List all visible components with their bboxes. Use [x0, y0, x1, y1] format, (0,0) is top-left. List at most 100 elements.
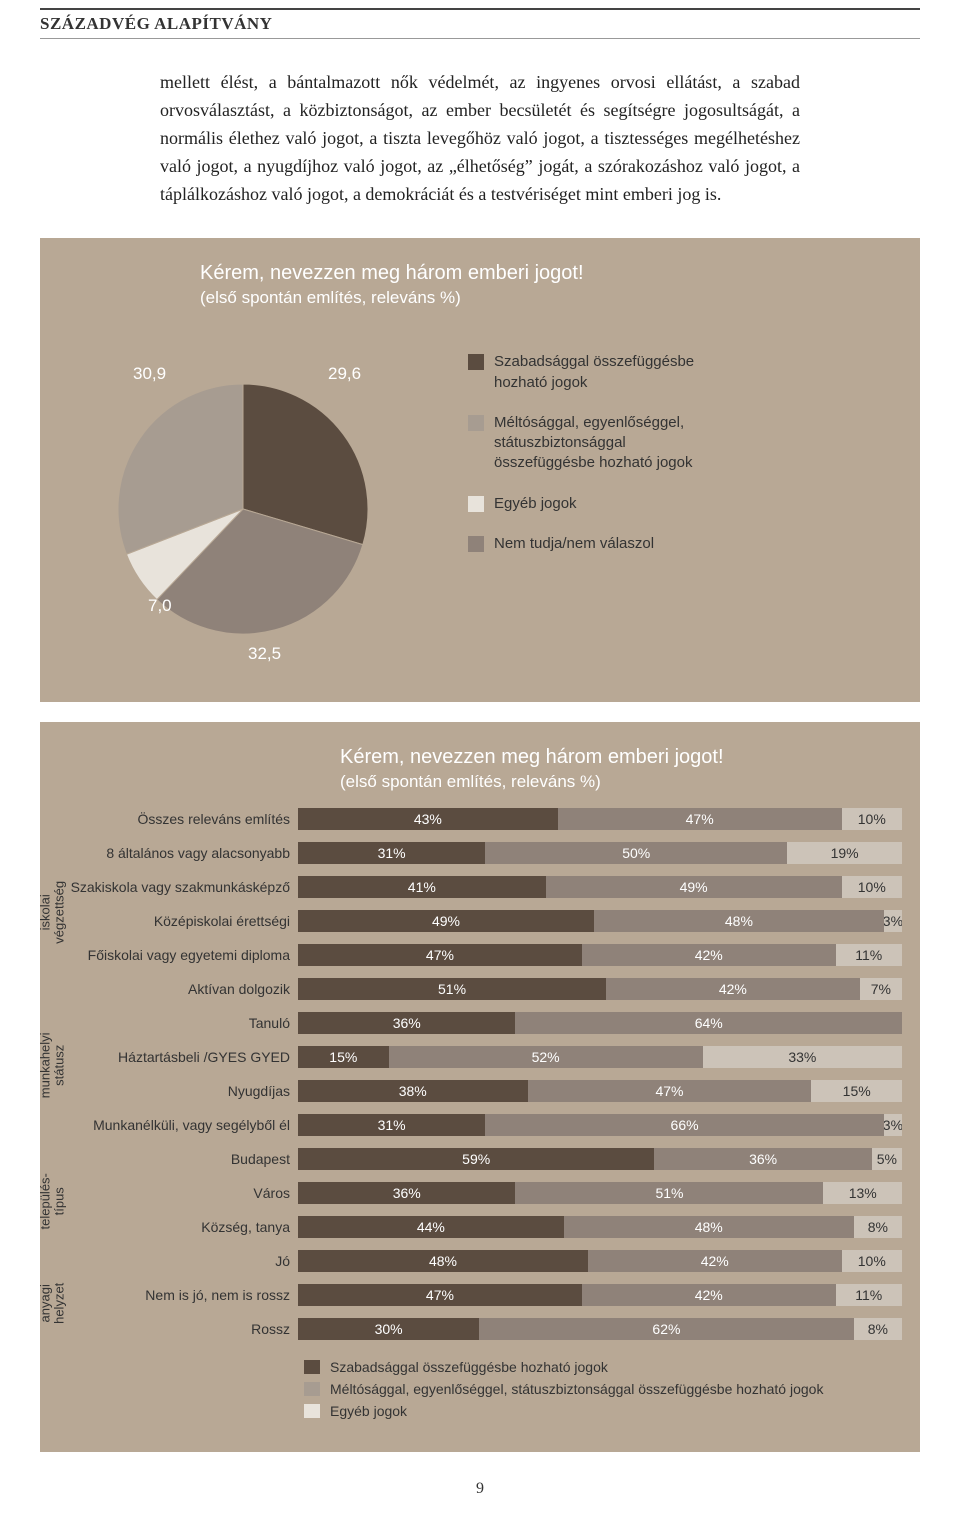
bar-segment: 3%	[884, 1114, 902, 1136]
bar-segment: 51%	[298, 978, 606, 1000]
pie-panel-title: Kérem, nevezzen meg három emberi jogot!	[200, 260, 882, 286]
pie-panel: Kérem, nevezzen meg három emberi jogot! …	[40, 238, 920, 702]
bar-category-label: Nyugdíjas	[66, 1083, 298, 1099]
legend-swatch	[468, 496, 484, 512]
legend-label: Méltósággal, egyenlőséggel, státuszbizto…	[330, 1380, 823, 1399]
bar-segment: 3%	[884, 910, 902, 932]
bar-category-label: Középiskolai érettségi	[66, 913, 298, 929]
legend-item: Nem tudja/nem válaszol	[468, 534, 728, 554]
bar-segment: 42%	[606, 978, 860, 1000]
bar-row: Aktívan dolgozik51%42%7%	[66, 974, 902, 1004]
bars-group-label: anyagihelyzet	[39, 1269, 68, 1339]
bar-segment: 64%	[515, 1012, 902, 1034]
bar-segment: 10%	[842, 1250, 902, 1272]
pie-slice-label: 30,9	[133, 364, 166, 384]
bar-segment: 5%	[872, 1148, 902, 1170]
pie-slice-label: 29,6	[328, 364, 361, 384]
pie-chart: 29,632,57,030,9	[78, 344, 408, 674]
bar-segment: 38%	[298, 1080, 528, 1102]
bar-category-label: Munkanélküli, vagy segélyből él	[66, 1117, 298, 1133]
bar-segment: 62%	[479, 1318, 853, 1340]
bar-row: Község, tanya44%48%8%	[66, 1212, 902, 1242]
bar-segment: 43%	[298, 808, 558, 830]
bars-panel: Kérem, nevezzen meg három emberi jogot! …	[40, 722, 920, 1452]
bars-legend: Szabadsággal összefüggésbe hozható jogok…	[304, 1358, 920, 1421]
bar-category-label: Rossz	[66, 1321, 298, 1337]
bar-category-label: Aktívan dolgozik	[66, 981, 298, 997]
bar-segment: 11%	[836, 1284, 902, 1306]
bar-segment: 8%	[854, 1216, 902, 1238]
bar-category-label: Község, tanya	[66, 1219, 298, 1235]
bar-segment: 36%	[654, 1148, 871, 1170]
bar-track: 36%51%13%	[298, 1182, 902, 1204]
legend-item: Szabadsággal összefüggésbe hozható jogok	[468, 352, 728, 393]
bar-segment: 42%	[582, 1284, 836, 1306]
bar-row: Budapest59%36%5%	[66, 1144, 902, 1174]
bar-segment: 33%	[703, 1046, 902, 1068]
legend-label: Szabadsággal összefüggésbe hozható jogok	[330, 1358, 608, 1377]
bar-segment: 30%	[298, 1318, 479, 1340]
bar-row: Nem is jó, nem is rossz47%42%11%	[66, 1280, 902, 1310]
bars-column: Összes releváns említés43%47%10%8 általá…	[66, 804, 902, 1348]
bars-group-label: település-típus	[39, 1167, 68, 1237]
bar-row: Szakiskola vagy szakmunkásképző41%49%10%	[66, 872, 902, 902]
bar-segment: 47%	[298, 1284, 582, 1306]
legend-item: Egyéb jogok	[304, 1402, 920, 1421]
bar-track: 41%49%10%	[298, 876, 902, 898]
bars-group-label: iskolaivégzettség	[39, 878, 68, 948]
bar-segment: 42%	[588, 1250, 842, 1272]
bar-track: 36%64%	[298, 1012, 902, 1034]
legend-label: Egyéb jogok	[330, 1402, 407, 1421]
bar-track: 47%42%11%	[298, 1284, 902, 1306]
legend-swatch	[304, 1382, 320, 1396]
bar-segment: 8%	[854, 1318, 902, 1340]
bar-category-label: Szakiskola vagy szakmunkásképző	[66, 879, 298, 895]
legend-item: Egyéb jogok	[468, 494, 728, 514]
bar-row: Munkanélküli, vagy segélyből él31%66%3%	[66, 1110, 902, 1140]
bar-segment: 19%	[787, 842, 902, 864]
bar-track: 43%47%10%	[298, 808, 902, 830]
legend-item: Szabadsággal összefüggésbe hozható jogok	[304, 1358, 920, 1377]
body-paragraph: mellett élést, a bántalmazott nők védelm…	[160, 69, 800, 208]
bar-segment: 10%	[842, 876, 902, 898]
bar-segment: 15%	[811, 1080, 902, 1102]
bar-segment: 36%	[298, 1182, 515, 1204]
bar-segment: 66%	[485, 1114, 884, 1136]
bar-segment: 48%	[298, 1250, 588, 1272]
bar-row: 8 általános vagy alacsonyabb31%50%19%	[66, 838, 902, 868]
bar-segment: 36%	[298, 1012, 515, 1034]
bar-segment: 10%	[842, 808, 902, 830]
bar-segment: 44%	[298, 1216, 564, 1238]
bar-category-label: Jó	[66, 1253, 298, 1269]
bar-segment: 50%	[485, 842, 787, 864]
bar-row: Rossz30%62%8%	[66, 1314, 902, 1344]
pie-slice-label: 32,5	[248, 644, 281, 664]
bar-category-label: Budapest	[66, 1151, 298, 1167]
bar-segment: 51%	[515, 1182, 823, 1204]
legend-swatch	[304, 1360, 320, 1374]
bar-segment: 41%	[298, 876, 546, 898]
bar-segment: 59%	[298, 1148, 654, 1170]
bar-track: 59%36%5%	[298, 1148, 902, 1170]
legend-label: Nem tudja/nem válaszol	[494, 534, 654, 554]
bars-panel-subtitle: (első spontán említés, releváns %)	[340, 772, 882, 792]
legend-swatch	[304, 1404, 320, 1418]
legend-label: Egyéb jogok	[494, 494, 577, 514]
bar-segment: 7%	[860, 978, 902, 1000]
bar-row: Város36%51%13%	[66, 1178, 902, 1208]
bar-segment: 31%	[298, 1114, 485, 1136]
legend-swatch	[468, 415, 484, 431]
bar-segment: 13%	[823, 1182, 902, 1204]
bar-segment: 31%	[298, 842, 485, 864]
bar-row: Jó48%42%10%	[66, 1246, 902, 1276]
bar-segment: 47%	[528, 1080, 812, 1102]
bar-category-label: 8 általános vagy alacsonyabb	[66, 845, 298, 861]
bar-segment: 42%	[582, 944, 836, 966]
bar-segment: 47%	[558, 808, 842, 830]
pie-legend: Szabadsággal összefüggésbe hozható jogok…	[468, 344, 728, 574]
bar-track: 48%42%10%	[298, 1250, 902, 1272]
page-number: 9	[0, 1480, 960, 1498]
bars-panel-title: Kérem, nevezzen meg három emberi jogot!	[340, 744, 882, 770]
legend-swatch	[468, 354, 484, 370]
bars-group-rail: iskolaivégzettségmunkahelyistátusztelepü…	[40, 804, 66, 1348]
